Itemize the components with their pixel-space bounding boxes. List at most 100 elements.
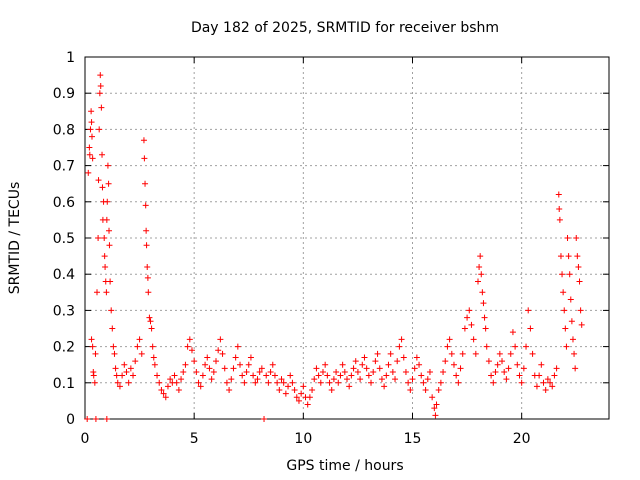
data-point <box>210 368 217 375</box>
data-point <box>416 361 423 368</box>
data-point <box>223 379 230 386</box>
data-point <box>328 387 335 394</box>
data-point <box>103 416 110 422</box>
chart-title: Day 182 of 2025, SRMTID for receiver bsh… <box>191 20 499 36</box>
data-point <box>383 372 390 379</box>
data-point <box>108 307 115 314</box>
data-point <box>516 372 523 379</box>
data-point <box>84 416 91 422</box>
data-point <box>99 184 106 191</box>
data-point <box>348 372 355 379</box>
data-point <box>104 198 111 205</box>
data-point <box>149 343 156 350</box>
data-point <box>97 82 104 89</box>
data-point <box>221 365 228 372</box>
data-point <box>337 372 344 379</box>
y-tick-label: 0.1 <box>53 376 75 392</box>
data-point <box>285 383 292 390</box>
data-point <box>146 314 153 321</box>
data-point <box>476 263 483 270</box>
data-point <box>311 376 318 383</box>
data-point <box>89 155 96 162</box>
data-point <box>237 361 244 368</box>
data-point <box>147 318 154 325</box>
data-point <box>411 365 418 372</box>
data-point <box>103 216 110 223</box>
data-point <box>92 416 99 422</box>
data-point <box>151 361 158 368</box>
data-point <box>509 329 516 336</box>
data-point <box>315 372 322 379</box>
data-point <box>559 271 566 278</box>
data-point <box>106 227 113 234</box>
axis-ticks: 00.10.20.30.40.50.60.70.80.910 5 10 15 20 <box>53 50 609 447</box>
data-point <box>551 372 558 379</box>
y-tick-label: 0.3 <box>53 303 75 319</box>
data-point <box>232 354 239 361</box>
data-point <box>160 390 167 397</box>
data-point <box>568 318 575 325</box>
data-point <box>437 379 444 386</box>
data-point <box>503 376 510 383</box>
data-point <box>418 372 425 379</box>
y-tick-label: 0.8 <box>53 122 75 138</box>
data-point <box>182 361 189 368</box>
data-point <box>538 361 545 368</box>
data-point <box>557 253 564 260</box>
data-point <box>422 387 429 394</box>
data-point <box>144 263 151 270</box>
data-point <box>555 191 562 198</box>
data-point <box>485 358 492 365</box>
data-point <box>309 387 316 394</box>
data-point <box>475 278 481 285</box>
data-point <box>501 368 508 375</box>
data-point <box>195 379 202 386</box>
data-point <box>132 358 139 365</box>
data-point <box>112 365 119 372</box>
data-point <box>461 325 468 332</box>
data-point <box>352 358 359 365</box>
data-point <box>199 372 206 379</box>
data-point <box>150 354 157 361</box>
data-point <box>525 307 532 314</box>
data-point <box>396 343 403 350</box>
data-point <box>265 379 272 386</box>
data-point <box>357 376 364 383</box>
data-point <box>241 379 248 386</box>
data-point <box>480 300 487 307</box>
data-point <box>217 336 224 343</box>
data-point <box>96 126 103 133</box>
data-point <box>499 358 506 365</box>
data-point <box>298 390 305 397</box>
data-point <box>280 379 287 386</box>
data-point <box>330 376 337 383</box>
data-point <box>85 169 92 176</box>
data-point <box>97 72 104 79</box>
data-point <box>304 401 311 408</box>
data-point <box>295 397 302 404</box>
data-point <box>197 383 204 390</box>
data-point <box>488 372 495 379</box>
data-point <box>143 227 150 234</box>
data-point <box>95 235 102 241</box>
data-point <box>191 358 198 365</box>
data-point <box>405 379 412 386</box>
data-point <box>433 401 440 408</box>
data-point <box>158 387 165 394</box>
data-point <box>202 361 209 368</box>
data-points <box>84 72 585 422</box>
data-point <box>413 354 420 361</box>
data-point <box>101 253 108 260</box>
data-point <box>563 343 570 350</box>
data-point <box>167 376 174 383</box>
data-point <box>317 379 324 386</box>
data-point <box>394 358 401 365</box>
data-point <box>518 379 525 386</box>
data-point <box>140 137 147 144</box>
data-point <box>106 242 113 249</box>
data-point <box>258 365 265 372</box>
data-point <box>239 372 246 379</box>
data-point <box>162 394 169 401</box>
data-point <box>103 289 110 296</box>
data-point <box>88 108 95 115</box>
